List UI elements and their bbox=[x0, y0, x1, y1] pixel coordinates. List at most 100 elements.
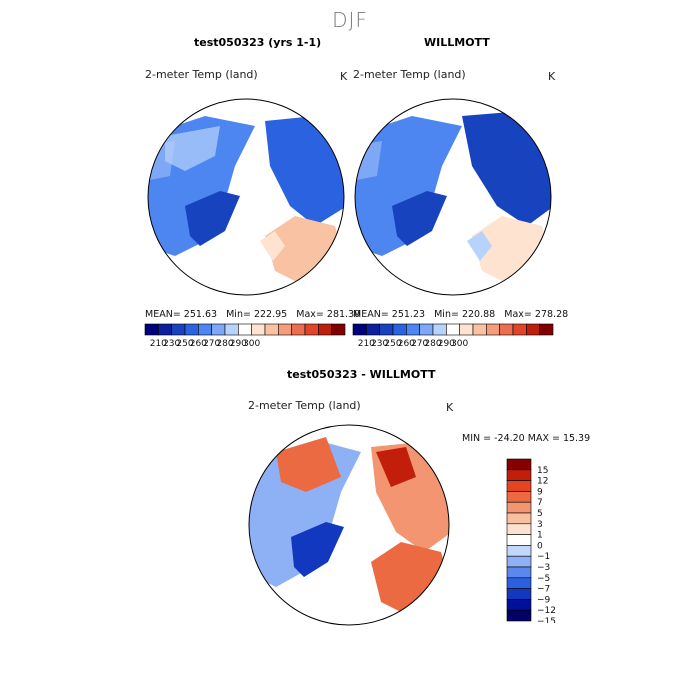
model-max-label: Max= bbox=[296, 309, 324, 320]
diff-colorbar-swatch bbox=[506, 501, 532, 514]
model-variable-label: 2-meter Temp (land) bbox=[145, 68, 258, 81]
model-land-scandinavia bbox=[260, 231, 285, 261]
diff-land-greenland bbox=[291, 522, 344, 577]
colorbar-swatch bbox=[406, 323, 420, 336]
model-stats: MEAN= 251.63 Min= 222.95 Max= 281.30 bbox=[145, 309, 360, 320]
colorbar-swatch bbox=[224, 323, 239, 336]
colorbar-swatch bbox=[366, 323, 380, 336]
model-max-value: 281.30 bbox=[326, 309, 361, 320]
colorbar-swatch bbox=[251, 323, 266, 336]
obs-land-greenland bbox=[392, 191, 447, 246]
diff-colorbar-swatch bbox=[506, 599, 532, 611]
obs-min-value: 220.88 bbox=[461, 309, 496, 320]
model-mean-value: 251.63 bbox=[183, 309, 218, 320]
obs-mean-label: MEAN= bbox=[353, 309, 389, 320]
colorbar-swatch bbox=[486, 323, 500, 336]
obs-land-scandinavia bbox=[467, 231, 492, 261]
diff-colorbar-tick-label: −9 bbox=[537, 595, 551, 605]
colorbar-swatch bbox=[526, 323, 540, 336]
obs-panel-title: WILLMOTT bbox=[424, 36, 490, 49]
diff-colorbar-swatch bbox=[506, 491, 532, 503]
obs-min-label: Min= bbox=[434, 309, 459, 320]
colorbar-swatch bbox=[446, 323, 460, 336]
colorbar-tick-label: 260 bbox=[398, 339, 415, 349]
diff-colorbar-swatch bbox=[506, 534, 532, 546]
colorbar-swatch bbox=[539, 323, 554, 336]
diff-colorbar-tick-label: 5 bbox=[537, 509, 543, 519]
colorbar-swatch bbox=[198, 323, 212, 336]
colorbar-swatch bbox=[171, 323, 186, 336]
colorbar-tick-label: 250 bbox=[384, 339, 401, 349]
colorbar-swatch bbox=[499, 323, 514, 336]
colorbar-tick-label: 300 bbox=[451, 339, 468, 349]
diff-polar-map bbox=[248, 424, 450, 626]
diff-colorbar-tick-label: −5 bbox=[537, 574, 550, 584]
colorbar-swatch bbox=[419, 323, 434, 336]
model-min-label: Min= bbox=[226, 309, 251, 320]
colorbar-tick-label: 270 bbox=[411, 339, 428, 349]
diff-colorbar-swatch bbox=[506, 577, 532, 589]
diff-colorbar-tick-label: 7 bbox=[537, 498, 543, 508]
colorbar-swatch bbox=[512, 323, 527, 336]
model-land-canada-north bbox=[165, 126, 220, 171]
obs-mean-value: 251.23 bbox=[391, 309, 426, 320]
colorbar-swatch bbox=[291, 323, 306, 336]
colorbar-swatch bbox=[352, 323, 367, 336]
diff-units-label: K bbox=[446, 401, 454, 414]
obs-max-label: Max= bbox=[504, 309, 532, 320]
colorbar-tick-label: 210 bbox=[150, 339, 167, 349]
colorbar-swatch bbox=[144, 323, 159, 336]
obs-land-siberia bbox=[462, 111, 551, 226]
diff-panel-title: test050323 - WILLMOTT bbox=[287, 368, 436, 381]
diff-colorbar-tick-label: −12 bbox=[537, 606, 556, 616]
colorbar-swatch bbox=[211, 323, 226, 336]
colorbar-swatch bbox=[472, 323, 487, 336]
diff-colorbar-swatch bbox=[506, 588, 532, 600]
colorbar-swatch bbox=[432, 323, 447, 336]
colorbar-swatch bbox=[264, 323, 279, 336]
diff-colorbar-tick-label: 1 bbox=[537, 531, 543, 541]
colorbar-tick-label: 260 bbox=[190, 339, 207, 349]
diff-colorbar-tick-label: 0 bbox=[537, 541, 543, 551]
colorbar-swatch bbox=[459, 323, 474, 336]
colorbar-tick-label: 210 bbox=[358, 339, 375, 349]
colorbar-swatch bbox=[238, 323, 252, 336]
colorbar-swatch bbox=[318, 323, 332, 336]
diff-colorbar-tick-label: −15 bbox=[537, 617, 556, 623]
diff-land-alaska-canada bbox=[276, 437, 341, 492]
colorbar-tick-label: 230 bbox=[163, 339, 180, 349]
colorbar-tick-label: 230 bbox=[371, 339, 388, 349]
colorbar-tick-label: 280 bbox=[216, 339, 233, 349]
diff-colorbar-swatch bbox=[506, 566, 532, 579]
colorbar-swatch bbox=[158, 323, 172, 336]
diff-colorbar-tick-label: 12 bbox=[537, 477, 548, 487]
colorbar-tick-label: 250 bbox=[176, 339, 193, 349]
model-land-greenland bbox=[185, 191, 240, 246]
model-land-siberia bbox=[265, 116, 344, 226]
colorbar-tick-label: 280 bbox=[424, 339, 441, 349]
obs-units-label: K bbox=[548, 70, 556, 83]
colorbar-swatch bbox=[392, 323, 407, 336]
model-panel-title: test050323 (yrs 1-1) bbox=[194, 36, 322, 49]
diff-colorbar-tick-label: 3 bbox=[537, 520, 543, 530]
model-polar-map bbox=[147, 98, 345, 296]
diff-colorbar-swatch bbox=[506, 523, 532, 535]
diff-colorbar-tick-label: −3 bbox=[537, 563, 550, 573]
diff-land-east-siberia bbox=[376, 447, 416, 487]
colorbar-swatch bbox=[278, 323, 292, 336]
model-units-label: K bbox=[340, 70, 348, 83]
colorbar-tick-label: 300 bbox=[243, 339, 260, 349]
diff-colorbar-tick-label: −7 bbox=[537, 585, 550, 595]
colorbar-tick-label: 290 bbox=[230, 339, 247, 349]
colorbar-swatch bbox=[331, 323, 346, 336]
diff-colorbar-swatch bbox=[506, 480, 532, 492]
obs-max-value: 278.28 bbox=[534, 309, 569, 320]
diff-colorbar-swatch bbox=[506, 545, 532, 557]
model-mean-label: MEAN= bbox=[145, 309, 181, 320]
diff-colorbar-swatch bbox=[506, 458, 532, 471]
diff-min-max: MIN = -24.20 MAX = 15.39 bbox=[462, 433, 591, 444]
colorbar-tick-label: 270 bbox=[203, 339, 220, 349]
